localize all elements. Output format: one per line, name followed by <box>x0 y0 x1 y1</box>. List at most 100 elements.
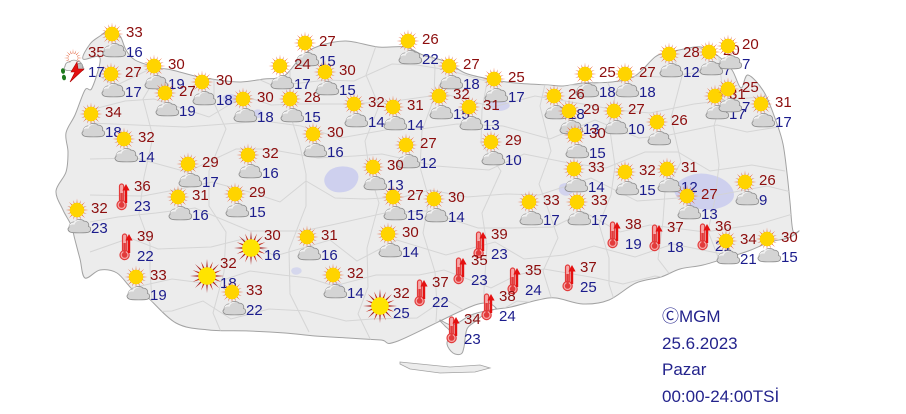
svg-text:35: 35 <box>471 252 488 269</box>
svg-text:22: 22 <box>432 294 449 311</box>
svg-text:18: 18 <box>667 239 684 256</box>
svg-text:28: 28 <box>683 44 700 61</box>
svg-text:14: 14 <box>138 149 155 166</box>
svg-text:25: 25 <box>580 279 597 296</box>
svg-text:30: 30 <box>339 62 356 79</box>
svg-text:7: 7 <box>742 56 750 73</box>
svg-text:29: 29 <box>583 101 600 118</box>
svg-text:31: 31 <box>321 227 338 244</box>
svg-text:23: 23 <box>464 331 481 348</box>
svg-text:9: 9 <box>759 192 767 209</box>
svg-text:29: 29 <box>202 154 219 171</box>
svg-text:31: 31 <box>681 159 698 176</box>
svg-text:20: 20 <box>742 36 759 53</box>
svg-text:30: 30 <box>387 157 404 174</box>
svg-text:30: 30 <box>781 229 798 246</box>
svg-text:15: 15 <box>407 207 424 224</box>
svg-text:12: 12 <box>420 155 437 172</box>
svg-text:35: 35 <box>88 44 105 61</box>
svg-text:29: 29 <box>249 184 266 201</box>
svg-text:35: 35 <box>525 262 542 279</box>
svg-text:23: 23 <box>134 198 151 215</box>
svg-text:24: 24 <box>499 308 516 325</box>
svg-text:33: 33 <box>126 24 143 41</box>
svg-text:39: 39 <box>491 226 508 243</box>
svg-text:18: 18 <box>599 84 616 101</box>
svg-text:34: 34 <box>105 104 122 121</box>
svg-text:15: 15 <box>249 204 266 221</box>
svg-text:32: 32 <box>639 162 656 179</box>
svg-text:17: 17 <box>543 212 560 229</box>
svg-text:30: 30 <box>257 89 274 106</box>
svg-text:17: 17 <box>508 89 525 106</box>
svg-text:33: 33 <box>543 192 560 209</box>
svg-text:30: 30 <box>264 227 281 244</box>
svg-text:15: 15 <box>339 82 356 99</box>
svg-text:37: 37 <box>580 259 597 276</box>
svg-text:23: 23 <box>471 272 488 289</box>
svg-text:18: 18 <box>257 109 274 126</box>
svg-text:19: 19 <box>625 236 642 253</box>
svg-text:16: 16 <box>327 144 344 161</box>
svg-text:27: 27 <box>701 186 718 203</box>
svg-text:27: 27 <box>639 64 656 81</box>
svg-text:23: 23 <box>491 246 508 263</box>
svg-text:14: 14 <box>448 209 465 226</box>
svg-text:22: 22 <box>246 302 263 319</box>
svg-text:37: 37 <box>667 219 684 236</box>
svg-text:14: 14 <box>368 114 385 131</box>
svg-text:16: 16 <box>262 165 279 182</box>
svg-text:16: 16 <box>192 207 209 224</box>
svg-text:13: 13 <box>483 117 500 134</box>
svg-text:23: 23 <box>91 220 108 237</box>
svg-text:30: 30 <box>216 72 233 89</box>
svg-text:14: 14 <box>407 117 424 134</box>
svg-text:30: 30 <box>448 189 465 206</box>
svg-text:34: 34 <box>464 311 481 328</box>
svg-text:27: 27 <box>628 101 645 118</box>
svg-text:15: 15 <box>781 249 798 266</box>
svg-text:26: 26 <box>759 172 776 189</box>
svg-text:38: 38 <box>499 288 516 305</box>
svg-text:25: 25 <box>599 64 616 81</box>
svg-text:16: 16 <box>126 44 143 61</box>
svg-text:16: 16 <box>264 247 281 264</box>
svg-text:18: 18 <box>639 84 656 101</box>
svg-text:32: 32 <box>262 145 279 162</box>
svg-text:21: 21 <box>740 251 757 268</box>
svg-text:32: 32 <box>91 200 108 217</box>
svg-text:16: 16 <box>321 247 338 264</box>
svg-text:30: 30 <box>402 224 419 241</box>
svg-text:10: 10 <box>628 121 645 138</box>
svg-text:25: 25 <box>393 305 410 322</box>
svg-text:36: 36 <box>134 178 151 195</box>
svg-text:30: 30 <box>168 56 185 73</box>
svg-text:33: 33 <box>150 267 167 284</box>
svg-text:31: 31 <box>192 187 209 204</box>
svg-text:31: 31 <box>775 94 792 111</box>
svg-text:32: 32 <box>368 94 385 111</box>
svg-text:33: 33 <box>591 192 608 209</box>
svg-text:34: 34 <box>740 231 757 248</box>
svg-text:27: 27 <box>420 135 437 152</box>
svg-text:22: 22 <box>422 51 439 68</box>
svg-text:17: 17 <box>294 76 311 93</box>
svg-text:29: 29 <box>505 132 522 149</box>
svg-text:15: 15 <box>304 109 321 126</box>
svg-text:30: 30 <box>589 125 606 142</box>
svg-text:12: 12 <box>683 64 700 81</box>
svg-text:14: 14 <box>347 285 364 302</box>
svg-text:19: 19 <box>179 103 196 120</box>
svg-text:31: 31 <box>407 97 424 114</box>
svg-text:27: 27 <box>319 33 336 50</box>
svg-text:27: 27 <box>407 187 424 204</box>
svg-text:17: 17 <box>125 84 142 101</box>
svg-text:33: 33 <box>246 282 263 299</box>
svg-text:19: 19 <box>150 287 167 304</box>
svg-text:37: 37 <box>432 274 449 291</box>
svg-text:32: 32 <box>347 265 364 282</box>
svg-text:39: 39 <box>137 228 154 245</box>
svg-text:26: 26 <box>422 31 439 48</box>
svg-text:36: 36 <box>715 218 732 235</box>
svg-text:17: 17 <box>775 114 792 131</box>
